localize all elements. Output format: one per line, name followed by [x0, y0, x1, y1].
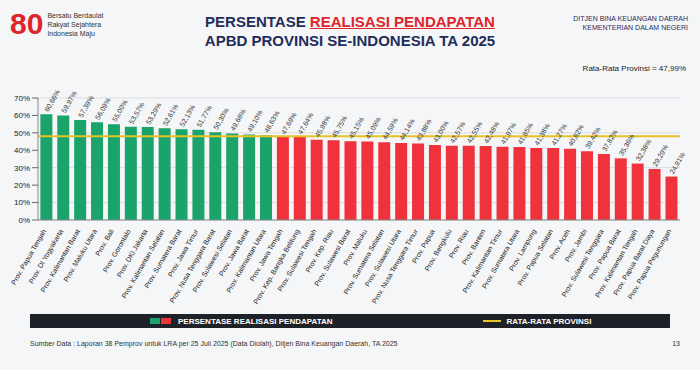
svg-text:20%: 20% — [14, 181, 30, 190]
svg-text:Prov. Sumatera Barat: Prov. Sumatera Barat — [143, 228, 183, 290]
svg-text:Prov. Papua Barat: Prov. Papua Barat — [587, 228, 622, 281]
svg-text:Prov. Aceh: Prov. Aceh — [548, 228, 572, 261]
svg-text:24,91%: 24,91% — [668, 151, 686, 175]
svg-text:Prov. Gorontalo: Prov. Gorontalo — [101, 228, 132, 274]
svg-text:Prov. Lampung: Prov. Lampung — [507, 228, 538, 273]
svg-text:Prov. Maluku Utara: Prov. Maluku Utara — [62, 228, 98, 283]
svg-text:Prov. Papua Barat Daya: Prov. Papua Barat Daya — [612, 228, 656, 297]
svg-text:37,82%: 37,82% — [601, 129, 619, 153]
html-text:APBD PROVINSI SE-INDONESIA TA: APBD PROVINSI SE-INDONESIA TA 2025 — [204, 32, 496, 49]
svg-text:Prov. Papua Selatan: Prov. Papua Selatan — [516, 228, 555, 287]
html-text:13: 13 — [672, 340, 680, 347]
html-text:Rata-Rata Provinsi = 47,99%: Rata-Rata Provinsi = 47,99% — [582, 64, 686, 73]
svg-text:Prov. Sulawesi Selatan: Prov. Sulawesi Selatan — [191, 228, 234, 294]
svg-text:43,00%: 43,00% — [432, 119, 450, 143]
svg-text:57,39%: 57,39% — [77, 94, 95, 118]
svg-text:45,75%: 45,75% — [330, 115, 348, 139]
svg-text:Prov. Bali: Prov. Bali — [94, 228, 115, 257]
svg-text:48,63%: 48,63% — [263, 110, 281, 134]
svg-text:Prov. Jawa Timur: Prov. Jawa Timur — [167, 227, 200, 277]
svg-text:49,68%: 49,68% — [229, 108, 247, 132]
svg-text:70%: 70% — [14, 94, 30, 103]
svg-text:50%: 50% — [14, 129, 30, 138]
svg-text:Prov. Kalimantan Tengah: Prov. Kalimantan Tengah — [593, 228, 639, 299]
svg-text:53,29%: 53,29% — [145, 102, 163, 126]
svg-text:39,42%: 39,42% — [584, 126, 602, 150]
svg-text:59,97%: 59,97% — [60, 90, 78, 114]
svg-text:Prov. Nusa Tenggara Timur: Prov. Nusa Tenggara Timur — [371, 227, 421, 305]
svg-text:49,10%: 49,10% — [246, 109, 264, 133]
html-text:RATA-RATA PROVINSI: RATA-RATA PROVINSI — [506, 316, 592, 326]
svg-text:Prov. Maluku: Prov. Maluku — [342, 228, 369, 267]
svg-text:41,97%: 41,97% — [499, 121, 517, 145]
svg-text:Prov. DI Yogyakarta: Prov. DI Yogyakarta — [27, 228, 65, 285]
svg-text:45,98%: 45,98% — [313, 114, 331, 138]
svg-text:30%: 30% — [14, 164, 30, 173]
svg-text:40%: 40% — [14, 146, 30, 155]
svg-text:45,15%: 45,15% — [347, 116, 365, 140]
svg-text:Prov. Kep. Riau: Prov. Kep. Riau — [304, 228, 335, 274]
svg-text:Prov. Nusa Tenggara Barat: Prov. Nusa Tenggara Barat — [168, 228, 217, 305]
html-text:Sumber Data : Laporan 38 Pempr: Sumber Data : Laporan 38 Pemprov untuk L… — [30, 340, 398, 347]
svg-text:0%: 0% — [18, 216, 30, 225]
svg-text:40,82%: 40,82% — [567, 123, 585, 147]
svg-text:Prov. Jambi: Prov. Jambi — [563, 228, 588, 264]
svg-text:41,85%: 41,85% — [516, 121, 534, 145]
html-text:Bersatu Berdaulat: Bersatu Berdaulat — [47, 11, 104, 19]
svg-text:Prov. Jawa Barat: Prov. Jawa Barat — [218, 228, 250, 277]
svg-text:52,13%: 52,13% — [178, 104, 196, 128]
svg-text:51,77%: 51,77% — [195, 104, 213, 128]
svg-text:Prov. Bengkulu: Prov. Bengkulu — [423, 228, 453, 273]
html-text:80: 80 — [10, 7, 44, 40]
svg-text:Prov. Sumatera Selatan: Prov. Sumatera Selatan — [342, 228, 386, 296]
html-text:DITJEN BINA KEUANGAN DAERAH: DITJEN BINA KEUANGAN DAERAH — [573, 15, 688, 22]
svg-text:60,66%: 60,66% — [43, 89, 61, 113]
html-text:Indonesia Maju: Indonesia Maju — [47, 29, 95, 37]
svg-text:43,88%: 43,88% — [415, 118, 433, 142]
svg-text:44,14%: 44,14% — [398, 118, 416, 142]
svg-text:Prov. Kalimantan Timur: Prov. Kalimantan Timur — [461, 228, 504, 295]
html-text:PERSENTASE REALISASI PENDAPATA: PERSENTASE REALISASI PENDAPATAN — [205, 13, 495, 30]
svg-text:50,30%: 50,30% — [212, 107, 230, 131]
svg-text:Prov. Jawa Tengah: Prov. Jawa Tengah — [248, 228, 284, 283]
svg-text:60%: 60% — [14, 111, 30, 120]
html-text:PERSENTASE REALISASI PENDAPATA: PERSENTASE REALISASI PENDAPATAN — [178, 316, 333, 326]
svg-text:52,61%: 52,61% — [161, 103, 179, 127]
html-text:KEMENTERIAN DALAM NEGERI: KEMENTERIAN DALAM NEGERI — [582, 24, 688, 31]
svg-text:Prov. Sulawesi Tengah: Prov. Sulawesi Tengah — [276, 228, 318, 293]
svg-text:55,00%: 55,00% — [111, 99, 129, 123]
svg-text:Prov. Kalimantan Utara: Prov. Kalimantan Utara — [225, 228, 267, 294]
html-text:Rakyat Sejahtera: Rakyat Sejahtera — [47, 20, 102, 28]
svg-text:41,27%: 41,27% — [550, 123, 568, 147]
svg-text:53,57%: 53,57% — [128, 101, 146, 125]
svg-text:45,09%: 45,09% — [364, 116, 382, 140]
svg-text:Prov. Kep. Bangka Belitung: Prov. Kep. Bangka Belitung — [252, 228, 301, 306]
svg-text:Prov. Papua Pegunungan: Prov. Papua Pegunungan — [627, 228, 674, 301]
svg-text:35,36%: 35,36% — [618, 133, 636, 157]
svg-text:47,69%: 47,69% — [280, 111, 298, 135]
svg-text:Prov. Sulawesi Barat: Prov. Sulawesi Barat — [313, 228, 352, 288]
svg-text:56,09%: 56,09% — [94, 97, 112, 121]
svg-text:Prov. Papua: Prov. Papua — [410, 228, 436, 265]
svg-text:Prov. Banten: Prov. Banten — [460, 228, 487, 267]
svg-text:47,64%: 47,64% — [297, 111, 315, 135]
svg-text:Prov. Papua Tengah: Prov. Papua Tengah — [9, 228, 48, 286]
svg-text:42,48%: 42,48% — [482, 120, 500, 144]
svg-text:42,57%: 42,57% — [449, 120, 467, 144]
svg-text:Prov. Sulawesi Utara: Prov. Sulawesi Utara — [363, 228, 403, 288]
svg-text:42,55%: 42,55% — [466, 120, 484, 144]
svg-text:Prov. DKI Jakarta: Prov. DKI Jakarta — [115, 228, 148, 279]
svg-text:10%: 10% — [14, 198, 30, 207]
svg-text:41,38%: 41,38% — [533, 122, 551, 146]
svg-text:32,38%: 32,38% — [634, 138, 652, 162]
svg-text:Prov. Sumatera Utara: Prov. Sumatera Utara — [480, 228, 521, 290]
svg-text:29,29%: 29,29% — [651, 143, 669, 167]
svg-text:Prov. Kalimantan Barat: Prov. Kalimantan Barat — [39, 228, 82, 294]
svg-text:Prov. Riau: Prov. Riau — [447, 228, 470, 260]
svg-text:Prov. Sulawesi Tenggara: Prov. Sulawesi Tenggara — [560, 228, 605, 298]
svg-text:44,59%: 44,59% — [381, 117, 399, 141]
svg-text:Prov. Kalimantan Selatan: Prov. Kalimantan Selatan — [120, 228, 166, 300]
